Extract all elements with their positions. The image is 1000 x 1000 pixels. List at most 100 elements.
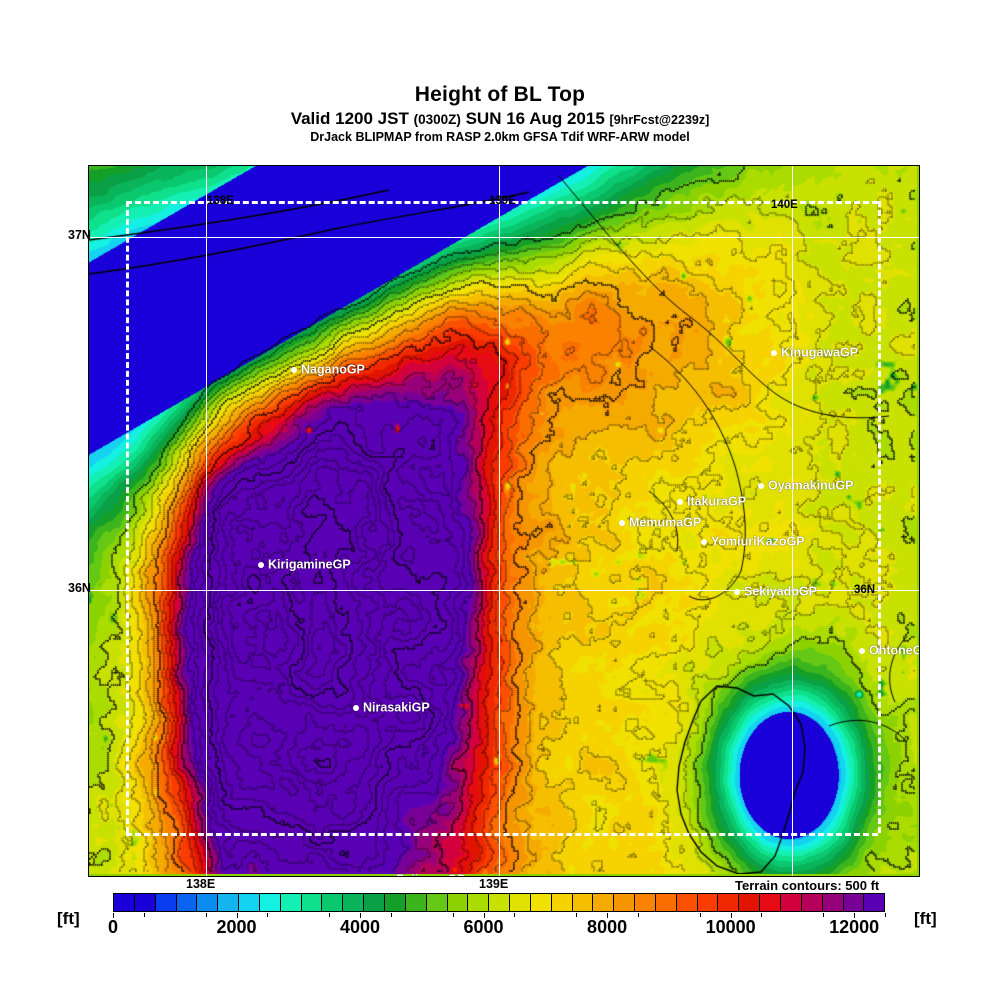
colorbar-tick (730, 913, 732, 918)
colorbar-tick (236, 913, 238, 918)
colorbar-swatch (405, 894, 427, 911)
colorbar-minor-tick (699, 913, 701, 917)
colorbar-swatch (239, 894, 260, 911)
axis-label-139e: 139E (479, 877, 509, 891)
colorbar-swatch (593, 894, 615, 911)
colorbar-swatch (489, 894, 511, 911)
axis-label-36n: 36N (68, 581, 91, 595)
domain-box-right (878, 201, 881, 833)
station-marker[interactable]: NaganoGP (291, 363, 365, 376)
station-marker[interactable]: FujiganeGP (386, 872, 465, 876)
colorbar-swatch (635, 894, 656, 911)
colorbar-minor-tick (823, 913, 825, 917)
station-marker[interactable]: ItakuraGP (677, 495, 746, 508)
domain-box-left (126, 201, 129, 833)
station-marker[interactable]: OhtoneGP (859, 644, 919, 657)
colorbar-legend: [ft] [ft] 0 2000 4000 6000 8000 10000 12000 (0, 893, 1000, 943)
latitude-line-37n (89, 237, 919, 238)
longitude-line-139e (499, 166, 500, 876)
station-dot-icon (859, 647, 865, 654)
station-dot-icon (758, 482, 764, 489)
colorbar-minor-tick (390, 913, 392, 917)
station-label: FujiganeGP (396, 872, 465, 876)
map-label-140e: 140E (771, 199, 798, 211)
model-source-line: DrJack BLIPMAP from RASP 2.0km GFSA Tdif… (310, 130, 690, 145)
station-marker[interactable]: YomiuriKazoGP (701, 535, 805, 548)
colorbar-swatch (781, 894, 802, 911)
map-label-36n-right: 36N (854, 584, 876, 596)
colorbar-swatch (322, 894, 344, 911)
map-label-139e: 139E (489, 195, 516, 207)
colorbar-minor-tick (205, 913, 207, 917)
station-label: KirigamineGP (268, 557, 351, 572)
latitude-line-36n (89, 590, 919, 591)
station-marker[interactable]: KinugawaGP (771, 346, 858, 359)
colorbar-swatch (572, 894, 594, 911)
station-label: OyamakinuGP (768, 478, 854, 493)
colorbar-swatch (114, 894, 135, 911)
forecast-map[interactable]: 138E 139E 140E 36N NaganoGP KinugawaGP Oya… (88, 165, 920, 877)
colorbar-swatch (510, 894, 531, 911)
page-title: Height of BL Top (414, 83, 586, 106)
station-marker[interactable]: MemumaGP (619, 516, 701, 529)
colorbar-minor-tick (576, 913, 578, 917)
colorbar-swatch (155, 894, 177, 911)
colorbar-minor-tick (885, 913, 886, 917)
colorbar-swatch (280, 894, 302, 911)
colorbar-swatch (801, 894, 823, 911)
colorbar-tick (483, 913, 485, 918)
station-label: MemumaGP (629, 515, 702, 530)
colorbar-swatch (197, 894, 219, 911)
station-dot-icon (677, 498, 683, 505)
station-marker[interactable]: SekiyadoGP (734, 585, 817, 598)
station-marker[interactable]: NirasakiGP (353, 701, 430, 714)
station-dot-icon (619, 519, 625, 526)
colorbar-swatch (343, 894, 365, 911)
colorbar-swatch (176, 894, 198, 911)
colorbar-minor-tick (329, 913, 331, 917)
colorbar-tick (113, 913, 114, 918)
axis-label-37n: 37N (68, 228, 91, 242)
station-label: YomiuriKazoGP (711, 534, 805, 549)
colorbar-swatch (760, 894, 781, 911)
colorbar-tick-label: 0 (107, 917, 119, 937)
map-label-138e: 138E (207, 195, 234, 207)
bl-top-raster (89, 166, 917, 874)
station-label: NirasakiGP (363, 700, 430, 715)
longitude-line-140e (792, 166, 793, 876)
station-label: KinugawaGP (781, 345, 859, 360)
colorbar-tick (607, 913, 609, 918)
colorbar-swatch (364, 894, 385, 911)
colorbar-tick-label: 10000 (705, 917, 756, 937)
station-marker[interactable]: OyamakinuGP (758, 479, 853, 492)
station-marker[interactable]: KirigamineGP (258, 558, 351, 571)
colorbar-swatch (718, 894, 740, 911)
domain-box-top (126, 201, 878, 204)
valid-time-line: Valid 1200 JST (0300Z) SUN 16 Aug 2015 [… (0, 108, 1000, 129)
station-dot-icon (258, 561, 264, 568)
colorbar-tick-label: 6000 (463, 917, 504, 937)
colorbar-swatch (468, 894, 490, 911)
colorbar-swatch (739, 894, 761, 911)
valid-date: SUN 16 Aug 2015 (465, 109, 605, 129)
colorbar-units-right: [ft] (914, 909, 937, 928)
station-label: ItakuraGP (687, 494, 747, 509)
colorbar-tick (854, 913, 856, 918)
terrain-contour-note: Terrain contours: 500 ft (735, 878, 880, 893)
station-dot-icon (701, 538, 707, 545)
station-dot-icon (353, 704, 359, 711)
station-dot-icon (291, 366, 297, 373)
station-dot-icon (771, 349, 777, 356)
forecast-tag: [9hrFcst@2239z] (609, 113, 710, 128)
colorbar-swatch (697, 894, 719, 911)
colorbar-swatch (655, 894, 677, 911)
colorbar-minor-tick (514, 913, 516, 917)
colorbar-swatch (822, 894, 844, 911)
colorbar-tick-label: 8000 (587, 917, 628, 937)
colorbar-minor-tick (143, 913, 145, 917)
colorbar-swatch (259, 894, 281, 911)
valid-time-utc: (0300Z) (413, 112, 461, 128)
colorbar-minor-tick (267, 913, 269, 917)
colorbar-swatch (614, 894, 636, 911)
colorbar-swatch (843, 894, 865, 911)
